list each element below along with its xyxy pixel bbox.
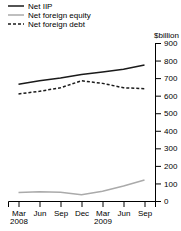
y-tick-label: 700 [164, 74, 178, 83]
y-tick-label: 600 [164, 92, 178, 101]
y-tick-mark [155, 166, 161, 167]
y-tick-mark [155, 113, 161, 114]
y-tick-label: 300 [164, 144, 178, 153]
y-tick-label: 900 [164, 39, 178, 48]
series-line [19, 180, 145, 195]
y-tick: 200 [155, 162, 178, 171]
x-tick-mark [61, 201, 62, 207]
x-axis: Mar2008JunSepDecMar2009JunSep [9, 201, 156, 226]
x-tick: Dec [75, 201, 89, 218]
y-tick-mark [155, 43, 161, 44]
series-line [19, 81, 145, 94]
x-tick-label-line: Mar [12, 209, 26, 218]
legend-swatch [8, 5, 24, 7]
x-tick-label-line: Sep [138, 209, 153, 218]
x-tick-mark [40, 201, 41, 207]
y-axis-line [156, 44, 162, 202]
x-tick-label-line: 2008 [10, 217, 28, 226]
y-tick-label: 100 [164, 180, 178, 189]
y-tick: 600 [155, 92, 178, 101]
x-tick-label: Mar2008 [10, 209, 28, 227]
y-tick: 100 [155, 180, 178, 189]
x-tick-mark [103, 201, 104, 207]
y-tick: 800 [155, 57, 178, 66]
legend-label: Net IIP [28, 2, 52, 11]
series-line [19, 65, 145, 84]
y-tick: 300 [155, 144, 178, 153]
y-tick-label: 500 [164, 109, 178, 118]
x-tick-label: Sep [54, 209, 69, 218]
x-tick-label: Jun [118, 209, 131, 218]
y-tick: 0 [155, 197, 169, 206]
y-tick-mark [155, 78, 161, 79]
y-tick: 900 [155, 39, 178, 48]
y-tick-mark [155, 148, 161, 149]
x-tick-mark [19, 201, 20, 207]
x-tick-label: Jun [34, 209, 47, 218]
plot: 0100200300400500600700800900Mar2008JunSe… [9, 39, 178, 226]
y-tick: 500 [155, 109, 178, 118]
legend-item: Net IIP [8, 2, 52, 11]
x-tick-label: Mar2009 [94, 209, 112, 227]
legend-swatch [8, 23, 24, 25]
legend-label: Net foreign equity [28, 11, 91, 20]
chart: 0100200300400500600700800900Mar2008JunSe… [0, 0, 181, 231]
x-tick-label-line: Sep [54, 209, 69, 218]
y-tick: 400 [155, 127, 178, 136]
lines [19, 65, 145, 195]
y-tick-mark [155, 61, 161, 62]
legend-item: Net foreign equity [8, 11, 91, 20]
x-tick-mark [124, 201, 125, 207]
legend-item: Net foreign debt [8, 20, 86, 29]
x-tick-label: Sep [138, 209, 153, 218]
legend-swatch [8, 14, 24, 16]
y-tick-mark [155, 131, 161, 132]
y-tick-label: 400 [164, 127, 178, 136]
y-tick-label: 200 [164, 162, 178, 171]
x-tick-label-line: 2009 [94, 217, 112, 226]
y-tick-mark [155, 183, 161, 184]
x-tick: Sep [54, 201, 69, 218]
legend: Net IIPNet foreign equityNet foreign deb… [8, 2, 91, 29]
x-tick: Sep [138, 201, 153, 218]
y-tick: 700 [155, 74, 178, 83]
x-tick-label-line: Dec [75, 209, 89, 218]
legend-label: Net foreign debt [28, 20, 86, 29]
x-tick: Jun [34, 201, 47, 218]
x-tick: Mar2009 [94, 201, 112, 226]
y-axis: 0 100 200 300 400 500 600 700 800 900 [155, 39, 178, 206]
x-tick-label-line: Jun [118, 209, 131, 218]
y-tick-label: 0 [164, 197, 169, 206]
x-tick-label: Dec [75, 209, 89, 218]
x-tick-mark [145, 201, 146, 207]
x-tick-label-line: Mar [96, 209, 110, 218]
x-tick: Jun [118, 201, 131, 218]
y-tick-mark [155, 96, 161, 97]
x-tick: Mar2008 [10, 201, 28, 226]
y-axis-title: $billion [154, 31, 179, 40]
x-axis-line [9, 202, 156, 208]
y-tick-label: 800 [164, 57, 178, 66]
x-tick-label-line: Jun [34, 209, 47, 218]
x-tick-mark [82, 201, 83, 207]
